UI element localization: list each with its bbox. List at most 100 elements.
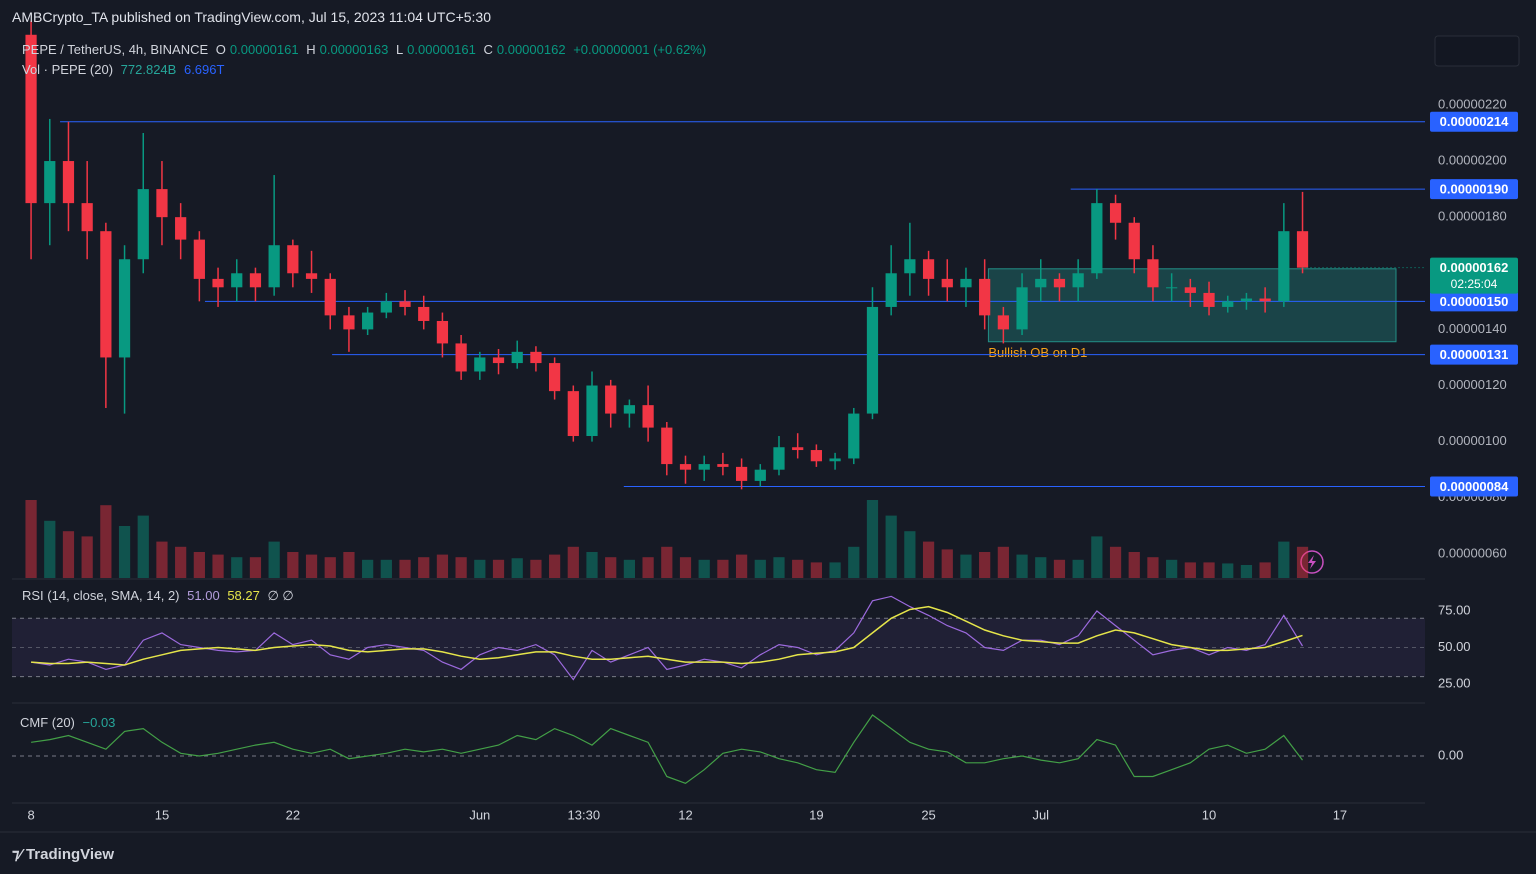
price-tick-label: 0.00000220: [1438, 96, 1507, 111]
footer-logo: ⁊⁄ TradingView: [12, 846, 115, 863]
candle-body: [848, 413, 860, 459]
candle-body: [679, 464, 692, 470]
order-block-zone: [987, 268, 1397, 343]
candle-body: [268, 245, 280, 288]
volume-bar: [175, 546, 187, 578]
level-label: 0.00000214: [1440, 114, 1509, 129]
candle-body: [1203, 292, 1215, 307]
candle-body: [1166, 287, 1178, 289]
candle-body: [436, 320, 449, 344]
candle-body: [605, 385, 617, 414]
candle-body: [810, 450, 822, 462]
candle-body: [193, 239, 205, 279]
candle-body: [287, 245, 299, 274]
cmf-value: −0.03: [82, 715, 116, 730]
countdown: 02:25:04: [1451, 277, 1498, 291]
volume-bar: [979, 552, 991, 578]
volume-bar: [605, 557, 617, 578]
volume-bar: [193, 552, 205, 578]
volume-bar: [268, 541, 280, 578]
candle-body: [343, 315, 355, 330]
volume-legend: Vol · PEPE (20) 772.824B 6.696T: [22, 62, 228, 77]
level-label-box: [1430, 344, 1518, 365]
time-tick-label: Jul: [1032, 807, 1049, 822]
level-label-box: [1430, 476, 1518, 497]
toolbar-box[interactable]: [1434, 35, 1520, 67]
candle-body: [231, 273, 243, 288]
volume-bar: [44, 520, 56, 578]
candle-body: [922, 259, 935, 279]
candle-body: [549, 363, 561, 392]
rsi-sma-value: 58.27: [227, 588, 260, 603]
time-tick-label: 15: [155, 807, 169, 822]
cmf-tick-label: 0.00: [1438, 747, 1463, 762]
candle-body: [1016, 287, 1028, 330]
volume-bar: [1072, 559, 1084, 578]
volume-bar: [418, 557, 430, 578]
price-tick-label: 0.00000060: [1438, 545, 1507, 560]
time-tick-label: 25: [921, 807, 935, 822]
symbol-legend: PEPE / TetherUS, 4h, BINANCE O 0.00000161…: [22, 42, 710, 57]
candle-body: [175, 217, 187, 240]
ohlc-value: 0.00000161: [229, 42, 299, 57]
volume-bar: [661, 546, 673, 578]
candle-body: [362, 312, 374, 330]
candle-body: [735, 466, 748, 481]
volume-bar: [1035, 557, 1047, 578]
volume-bar: [1147, 557, 1159, 578]
volume-bar: [735, 554, 748, 578]
volume-bar: [100, 505, 112, 578]
volume-bar: [1203, 562, 1215, 578]
level-label-box: [1430, 291, 1518, 312]
candle-body: [1278, 231, 1290, 302]
candle-body: [1053, 278, 1066, 288]
volume-ma-value: 6.696T: [183, 62, 225, 77]
candle-body: [474, 357, 486, 372]
candle-body: [1296, 231, 1309, 268]
footer-text: TradingView: [25, 846, 115, 863]
rsi-extra: ∅ ∅: [267, 588, 294, 603]
alert-icon[interactable]: [1300, 550, 1324, 574]
volume-bar: [1109, 546, 1122, 578]
volume-bar: [492, 559, 505, 578]
symbol: PEPE / TetherUS, 4h, BINANCE: [22, 42, 209, 57]
rsi-tick-label: 75.00: [1438, 602, 1471, 617]
volume-bar: [380, 559, 392, 578]
volume-value: 772.824B: [120, 62, 177, 77]
candle-body: [773, 447, 785, 470]
level-label: 0.00000150: [1440, 294, 1509, 309]
volume-bar: [324, 557, 336, 578]
volume-bar: [343, 552, 355, 578]
candle-body: [1184, 287, 1196, 293]
price-tick-label: 0.00000180: [1438, 209, 1507, 224]
zone-label: Bullish OB on D1: [988, 345, 1087, 360]
candle-body: [960, 278, 972, 288]
volume-bar: [362, 559, 374, 578]
time-tick-label: 13:30: [568, 807, 601, 822]
volume-bar: [586, 552, 598, 578]
candle-body: [586, 385, 598, 437]
candle-body: [511, 351, 523, 364]
candle-body: [642, 405, 654, 428]
rsi-tick-label: 50.00: [1438, 639, 1471, 654]
volume-bar: [436, 554, 449, 578]
volume-bar: [1053, 559, 1066, 578]
volume-bar: [530, 559, 542, 578]
volume-bar: [287, 552, 299, 578]
candle-body: [1072, 273, 1084, 288]
time-tick-label: 19: [809, 807, 823, 822]
volume-bar: [829, 562, 841, 578]
last-price-box: [1430, 257, 1518, 294]
ohlc-value: 0.00000161: [407, 42, 476, 57]
volume-label: Vol · PEPE (20): [22, 62, 114, 77]
candle-body: [904, 259, 916, 274]
ohlc-key: L: [395, 42, 404, 57]
candle-body: [118, 259, 131, 358]
rsi-value: 51.00: [187, 588, 220, 603]
volume-bar: [62, 531, 75, 578]
volume-bar: [1240, 565, 1253, 578]
volume-bar: [717, 559, 729, 578]
volume-bar: [567, 546, 579, 578]
candle-body: [997, 315, 1009, 330]
level-label: 0.00000131: [1440, 347, 1509, 362]
